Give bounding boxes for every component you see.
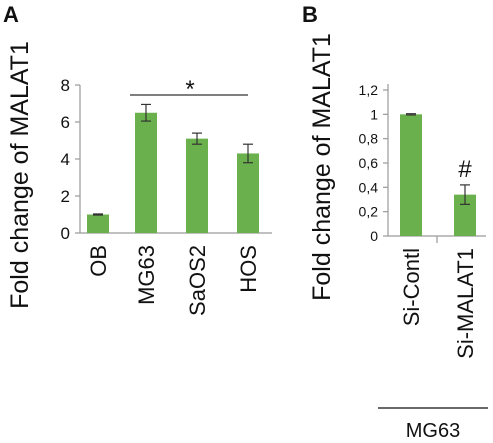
panel-letter-a: A bbox=[3, 2, 19, 27]
panel-a-error-bar bbox=[141, 103, 151, 122]
panel-a-bar bbox=[135, 112, 157, 233]
panel-b-y-tick-label: 0 bbox=[370, 228, 378, 244]
panel-b-y-tick-label: 0,8 bbox=[359, 131, 379, 147]
panel-b-significance-marker: # bbox=[458, 156, 472, 183]
panel-b-y-ticks: 0 0,2 0,4 0,6 0,8 1 1,2 bbox=[359, 82, 388, 244]
panel-b-y-axis-label: Fold change of MALAT1 bbox=[308, 33, 336, 301]
panel-b-category-labels: Si-Contl Si-MALAT1 bbox=[399, 248, 478, 359]
panel-a: A Fold change of MALAT1 0 2 4 6 8 OB MG63 SaOS… bbox=[3, 2, 272, 316]
panel-b-category-label: Si-MALAT1 bbox=[453, 248, 478, 359]
panel-a-category-labels: OB MG63 SaOS2 HOS bbox=[86, 245, 261, 316]
panel-b-category-label: Si-Contl bbox=[399, 248, 424, 326]
panel-b-error-bars bbox=[406, 113, 470, 205]
panel-b-y-tick-label: 1 bbox=[370, 106, 378, 122]
panel-a-category-label: HOS bbox=[236, 245, 261, 293]
panel-a-significance-marker: * bbox=[185, 76, 194, 103]
panel-b-bar bbox=[400, 114, 422, 236]
panel-a-category-label: SaOS2 bbox=[185, 245, 210, 316]
panel-a-y-tick-label: 0 bbox=[61, 224, 70, 243]
panel-a-bars bbox=[87, 112, 259, 233]
panel-b-bars bbox=[400, 114, 476, 236]
panel-a-bar bbox=[237, 153, 259, 233]
panel-a-bar bbox=[186, 138, 208, 233]
panel-a-bar bbox=[87, 214, 109, 233]
panel-a-y-tick-label: 6 bbox=[61, 113, 70, 132]
panel-a-y-tick-label: 8 bbox=[61, 76, 70, 95]
panel-a-error-bar bbox=[243, 143, 253, 164]
panel-a-error-bar bbox=[93, 213, 103, 216]
panel-b-bar bbox=[454, 194, 476, 236]
panel-b-y-tick-label: 0,6 bbox=[359, 155, 379, 171]
panel-a-y-tick-label: 2 bbox=[61, 187, 70, 206]
panel-a-y-ticks: 0 2 4 6 8 bbox=[61, 76, 80, 243]
panel-b-error-bar bbox=[406, 113, 416, 116]
panel-b-group-label: MG63 bbox=[406, 420, 460, 442]
panel-a-error-bars bbox=[93, 103, 253, 216]
panel-a-error-bar bbox=[192, 132, 202, 145]
panel-b-error-bar bbox=[460, 184, 470, 205]
panel-letter-b: B bbox=[302, 2, 318, 27]
panel-b-y-tick-label: 0,2 bbox=[359, 204, 379, 220]
panel-b-y-tick-label: 1,2 bbox=[359, 82, 379, 98]
panel-b-y-tick-label: 0,4 bbox=[359, 179, 379, 195]
panel-a-category-label: OB bbox=[86, 245, 111, 277]
panel-a-y-tick-label: 4 bbox=[61, 150, 70, 169]
panel-b: B Fold change of MALAT1 0 0,2 0,4 0,6 0,8 1 1,… bbox=[302, 2, 488, 442]
panel-a-category-label: MG63 bbox=[134, 245, 159, 305]
panel-a-y-axis-label: Fold change of MALAT1 bbox=[6, 41, 34, 309]
